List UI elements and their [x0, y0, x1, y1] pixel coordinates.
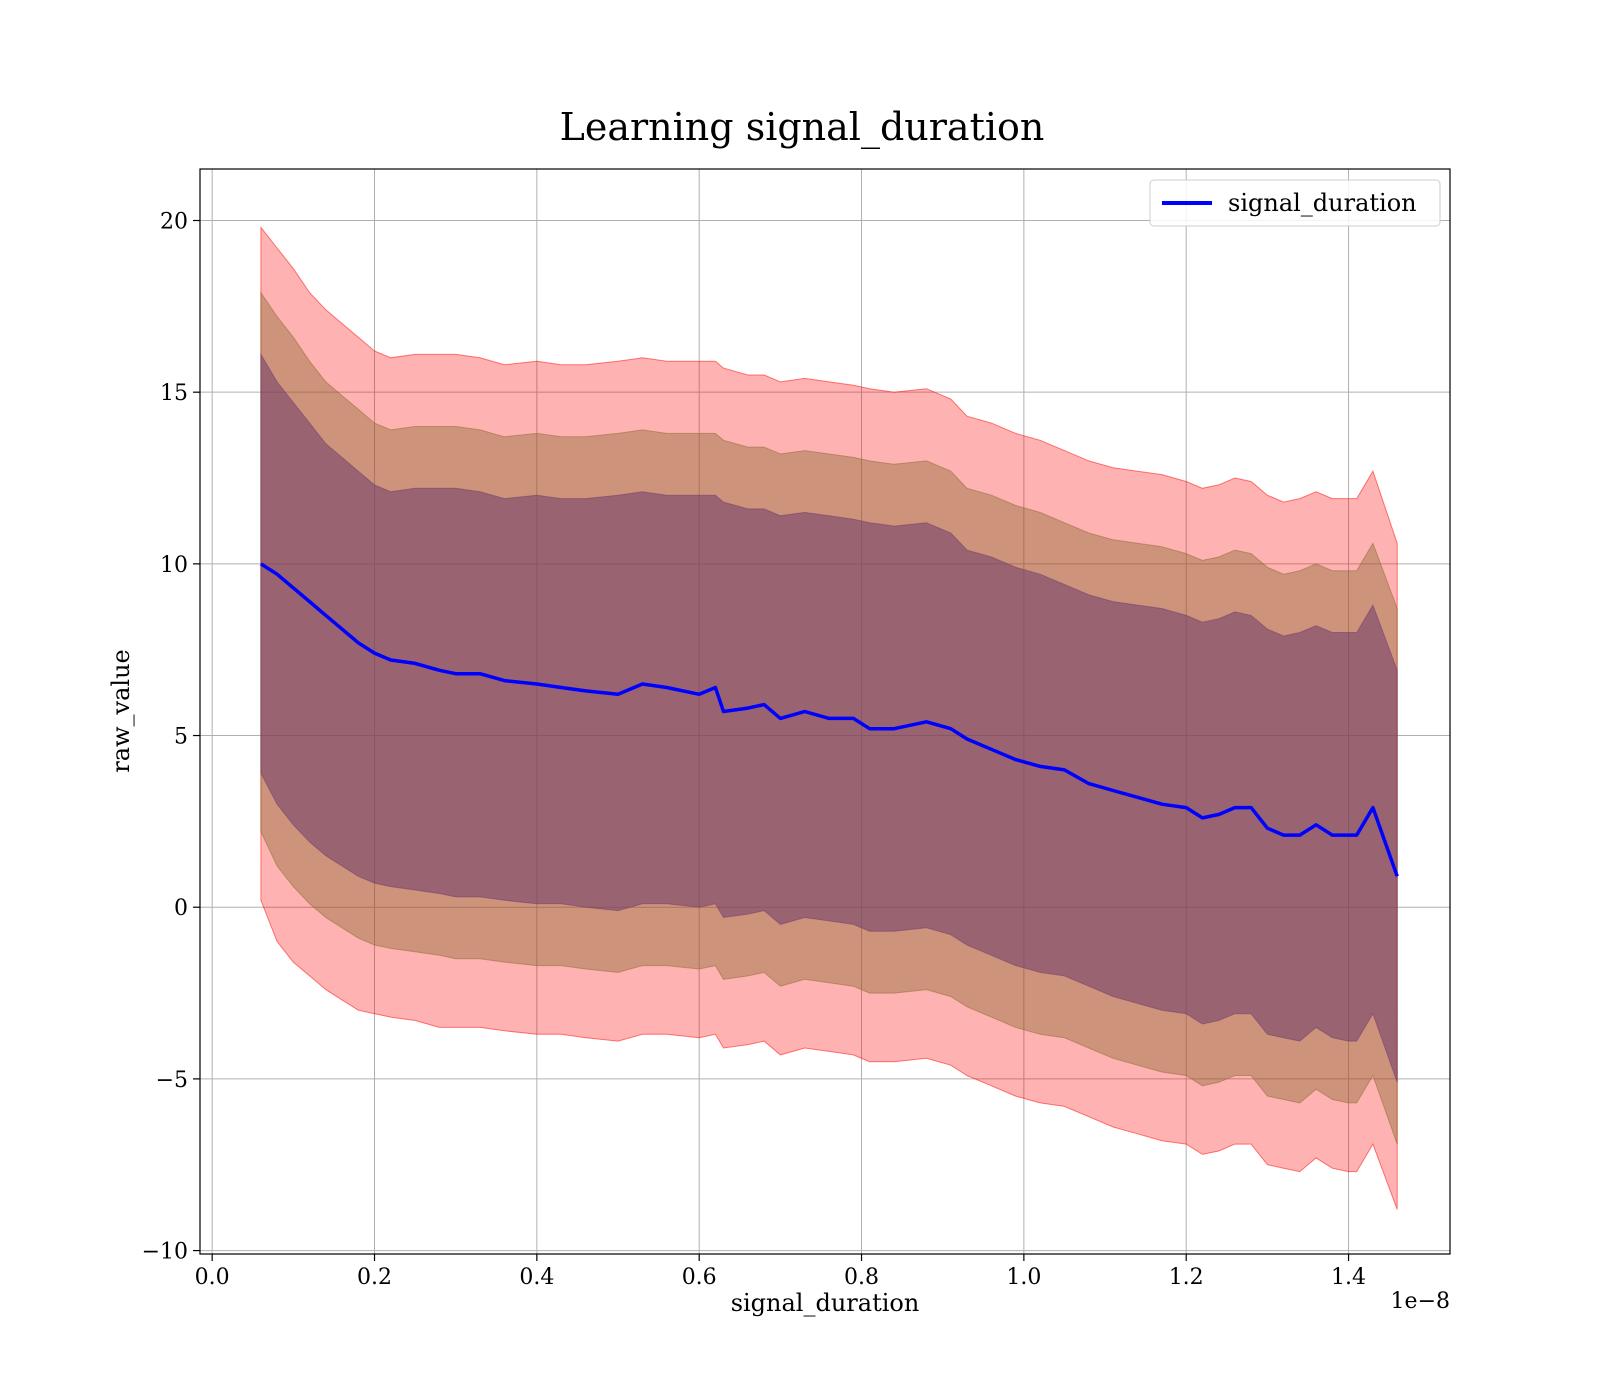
y-tick-label-1: −5 — [156, 1068, 188, 1093]
x-tick-label-7: 1.4 — [1331, 1265, 1366, 1290]
x-axis-ticks: 0.0 0.2 0.4 0.6 0.8 1.0 1.2 1.4 — [195, 1254, 1366, 1290]
x-tick-label-0: 0.0 — [195, 1265, 230, 1290]
y-tick-label-5: 15 — [160, 381, 188, 406]
y-tick-label-0: −10 — [142, 1240, 188, 1265]
x-tick-label-4: 0.8 — [844, 1265, 879, 1290]
legend-entry-signal-duration: signal_duration — [1228, 189, 1417, 217]
series-lines — [259, 562, 1399, 877]
x-tick-label-1: 0.2 — [357, 1265, 392, 1290]
y-axis-ticks: −10 −5 0 5 10 15 20 — [142, 210, 200, 1265]
x-tick-label-2: 0.4 — [519, 1265, 554, 1290]
plot-area: 0.0 0.2 0.4 0.6 0.8 1.0 1.2 1.4 −10 −5 0 5 10 15 20 — [142, 168, 1451, 1290]
y-tick-label-2: 0 — [174, 896, 188, 921]
y-tick-label-4: 10 — [160, 553, 188, 578]
x-axis-offset-label: 1e−8 — [1391, 1289, 1450, 1314]
x-tick-label-3: 0.6 — [682, 1265, 717, 1290]
plot-frame — [199, 168, 1451, 1255]
y-tick-label-3: 5 — [174, 725, 188, 750]
y-tick-label-6: 20 — [160, 210, 188, 235]
legend: signal_duration — [1149, 179, 1441, 227]
legend-box — [1149, 179, 1441, 227]
x-tick-label-6: 1.2 — [1169, 1265, 1204, 1290]
x-tick-label-5: 1.0 — [1006, 1265, 1041, 1290]
chart-title: Learning signal_duration — [560, 105, 1045, 150]
y-axis-label: raw_value — [107, 649, 135, 773]
x-axis-label: signal_duration — [731, 1289, 920, 1317]
series-line-signal-duration — [259, 562, 1399, 877]
